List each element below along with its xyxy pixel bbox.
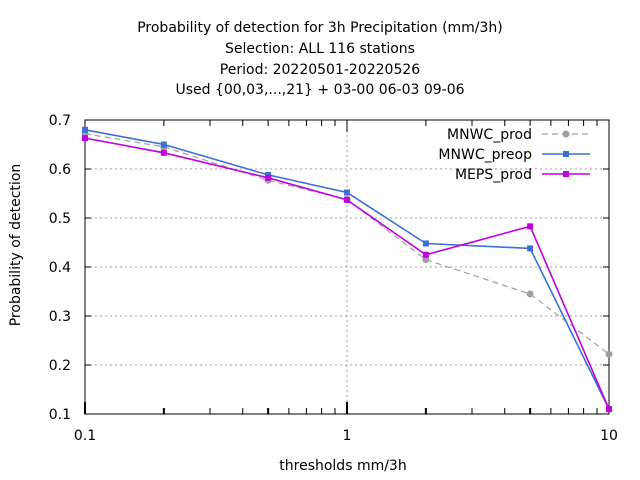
y-axis-label: Probability of detection bbox=[8, 164, 24, 327]
legend-swatch-marker bbox=[563, 171, 569, 177]
legend-label: MEPS_prod bbox=[455, 167, 532, 183]
data-point bbox=[526, 290, 534, 298]
x-tick-label: 10 bbox=[600, 428, 618, 444]
y-tick-label: 0.6 bbox=[49, 162, 71, 178]
chart-title-line-4: Used {00,03,...,21} + 03-00 06-03 09-06 bbox=[175, 82, 465, 98]
chart-title-line-3: Period: 20220501-20220526 bbox=[219, 62, 421, 78]
x-axis-label: thresholds mm/3h bbox=[279, 458, 406, 474]
y-tick-label: 0.2 bbox=[49, 358, 71, 374]
plot-border bbox=[84, 119, 610, 415]
data-point bbox=[605, 350, 613, 358]
data-point bbox=[422, 256, 430, 264]
y-tick-label: 0.5 bbox=[49, 211, 71, 227]
series-group bbox=[81, 126, 613, 413]
x-tick-label: 0.1 bbox=[74, 428, 96, 444]
data-point bbox=[344, 189, 350, 196]
grid-lines bbox=[85, 120, 609, 414]
data-point bbox=[422, 251, 429, 258]
data-point bbox=[82, 135, 88, 142]
data-point bbox=[265, 174, 272, 181]
data-point bbox=[344, 196, 350, 203]
y-tick-label: 0.3 bbox=[49, 309, 71, 325]
data-point bbox=[422, 240, 429, 247]
chart-title-line-1: Probability of detection for 3h Precipit… bbox=[137, 20, 503, 36]
y-tick-label: 0.7 bbox=[49, 113, 71, 129]
chart-title-line-2: Selection: ALL 116 stations bbox=[225, 41, 415, 57]
legend: MNWC_prod MNWC_preop MEPS_prod bbox=[438, 127, 590, 183]
legend-swatch-marker bbox=[563, 151, 569, 157]
axes: 0.1 0.2 0.3 0.4 0.5 0.6 0.7 0.1 1 10 bbox=[49, 113, 618, 444]
data-point bbox=[82, 126, 88, 133]
x-tick-label: 1 bbox=[343, 428, 352, 444]
data-point bbox=[527, 223, 534, 230]
y-tick-label: 0.1 bbox=[49, 407, 71, 423]
legend-swatch-marker bbox=[562, 130, 570, 138]
y-tick-label: 0.4 bbox=[49, 260, 71, 276]
data-point bbox=[606, 406, 612, 413]
legend-label: MNWC_preop bbox=[438, 147, 532, 163]
legend-label: MNWC_prod bbox=[447, 127, 532, 143]
data-point bbox=[160, 149, 167, 156]
data-point bbox=[160, 141, 167, 148]
data-point bbox=[527, 245, 534, 252]
